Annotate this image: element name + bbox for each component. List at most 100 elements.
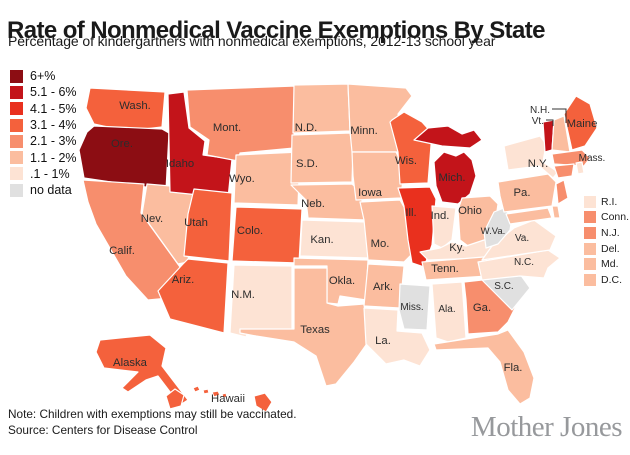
state-label-mo: Mo. bbox=[371, 238, 390, 250]
state-nc bbox=[477, 249, 561, 281]
state-label-nc: N.C. bbox=[514, 257, 534, 268]
state-nj bbox=[555, 179, 569, 205]
state-label-tenn: Tenn. bbox=[431, 263, 459, 275]
state-label-ny: N.Y. bbox=[528, 158, 549, 170]
state-label-sc: S.C. bbox=[494, 281, 513, 292]
legend-row: no data bbox=[10, 182, 77, 198]
legend-swatch bbox=[10, 134, 23, 148]
state-label-ariz: Ariz. bbox=[172, 274, 195, 286]
state-mo bbox=[359, 199, 413, 263]
legend-label: 1.1 - 2% bbox=[30, 150, 77, 165]
state-label-ky: Ky. bbox=[449, 242, 464, 254]
state-label-va: Va. bbox=[515, 233, 529, 244]
legend-swatch bbox=[10, 102, 23, 116]
state-label-wis: Wis. bbox=[395, 155, 417, 167]
state-label-minn: Minn. bbox=[350, 125, 378, 137]
state-label-neb: Neb. bbox=[301, 198, 325, 210]
state-maine bbox=[563, 95, 598, 151]
state-hawaii bbox=[192, 385, 201, 393]
legend-row: 3.1 - 4% bbox=[10, 117, 77, 133]
state-ariz bbox=[157, 258, 229, 334]
state-hawaii bbox=[253, 392, 273, 413]
state-label-wash: Wash. bbox=[119, 100, 151, 112]
state-utah bbox=[183, 188, 233, 262]
state-wyo bbox=[233, 151, 301, 206]
footer-note: Note: Children with exemptions may still… bbox=[8, 407, 297, 421]
state-nm bbox=[229, 264, 293, 338]
state-hawaii bbox=[165, 388, 185, 410]
state-va bbox=[481, 219, 557, 261]
state-mich bbox=[433, 151, 477, 205]
state-label-nev: Nev. bbox=[141, 213, 163, 225]
state-ri bbox=[575, 161, 585, 175]
vt-callout-line bbox=[546, 119, 554, 126]
state-label-ala: Ala. bbox=[438, 304, 455, 315]
state-wis bbox=[389, 111, 433, 185]
state-idaho bbox=[167, 91, 233, 199]
small-state-swatch bbox=[584, 211, 596, 224]
state-label-mass: Mass. bbox=[579, 153, 606, 164]
state-label-ohio: Ohio bbox=[458, 205, 482, 217]
state-label-ark: Ark. bbox=[373, 281, 393, 293]
small-state-swatch bbox=[584, 226, 596, 239]
state-label-ga: Ga. bbox=[473, 302, 491, 314]
state-label-utah: Utah bbox=[184, 217, 208, 229]
legend-swatch bbox=[10, 85, 23, 99]
small-state-row: Conn. bbox=[584, 210, 629, 226]
small-state-label: R.I. bbox=[601, 195, 618, 208]
state-label-ore: Ore. bbox=[111, 138, 133, 150]
legend-label: 6+% bbox=[30, 69, 56, 84]
small-state-label: N.J. bbox=[601, 226, 620, 239]
state-label-colo: Colo. bbox=[237, 225, 263, 237]
small-state-swatch bbox=[584, 258, 596, 271]
small-state-label: D.C. bbox=[601, 273, 622, 286]
state-fla bbox=[433, 329, 535, 405]
small-state-row: N.J. bbox=[584, 225, 629, 241]
page-subtitle: Percentage of kindergartners with nonmed… bbox=[8, 33, 496, 49]
state-label-ind: Ind. bbox=[431, 210, 450, 222]
small-state-row: Del. bbox=[584, 241, 629, 257]
state-label-la: La. bbox=[375, 335, 391, 347]
legend-swatch bbox=[10, 151, 23, 165]
state-label-vt: Vt. bbox=[532, 116, 544, 127]
legend-swatch bbox=[10, 69, 23, 83]
small-state-swatch bbox=[584, 242, 596, 255]
state-label-sd: S.D. bbox=[296, 158, 318, 170]
state-label-nh: N.H. bbox=[530, 105, 550, 116]
small-state-label: Conn. bbox=[601, 211, 630, 224]
state-hawaii bbox=[211, 390, 221, 398]
state-label-wva: W.Va. bbox=[481, 226, 506, 237]
state-miss bbox=[398, 283, 431, 331]
state-label-miss: Miss. bbox=[400, 302, 423, 313]
state-label-hawaii: Hawaii bbox=[211, 393, 245, 405]
state-texas bbox=[239, 267, 369, 387]
state-label-calif: Calif. bbox=[109, 245, 135, 257]
small-state-swatch bbox=[584, 195, 596, 208]
legend-label: 2.1 - 3% bbox=[30, 134, 77, 149]
state-label-texas: Texas bbox=[300, 324, 330, 336]
footer-source: Source: Centers for Disease Control bbox=[8, 422, 198, 437]
state-label-mont: Mont. bbox=[213, 122, 241, 134]
state-label-ill: Ill. bbox=[405, 207, 416, 219]
small-state-row: Md. bbox=[584, 256, 629, 272]
state-la bbox=[363, 307, 431, 367]
small-state-row: D.C. bbox=[584, 272, 629, 288]
legend-label: 4.1 - 5% bbox=[30, 101, 77, 116]
legend-swatch bbox=[10, 118, 23, 132]
legend-label: no data bbox=[30, 183, 72, 198]
page-title: Rate of Nonmedical Vaccine Exemptions By… bbox=[7, 17, 546, 45]
color-legend: 6+% 5.1 - 6% 4.1 - 5% 3.1 - 4% 2.1 - 3% … bbox=[10, 68, 77, 198]
mother-jones-logo: Mother Jones bbox=[470, 411, 623, 443]
state-label-mich: Mich. bbox=[439, 172, 466, 184]
small-state-label: Del. bbox=[601, 242, 620, 255]
state-label-pa: Pa. bbox=[514, 187, 531, 199]
state-hawaii bbox=[221, 392, 228, 399]
legend-row: 2.1 - 3% bbox=[10, 133, 77, 149]
state-label-okla: Okla. bbox=[329, 275, 355, 287]
legend-label: 3.1 - 4% bbox=[30, 118, 77, 133]
legend-swatch bbox=[10, 167, 23, 181]
state-label-fla: Fla. bbox=[504, 362, 523, 374]
state-label-nm: N.M. bbox=[231, 289, 255, 301]
state-conn bbox=[553, 163, 575, 179]
legend-swatch bbox=[10, 183, 23, 197]
